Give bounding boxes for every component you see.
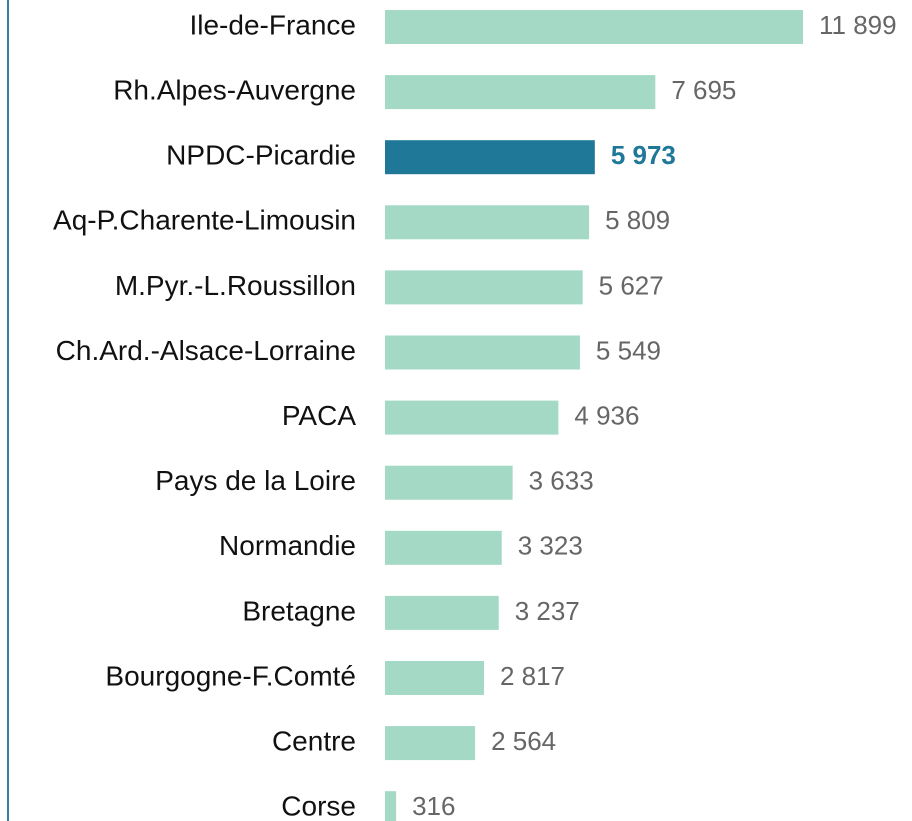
category-label: Bretagne [242,595,356,626]
bar [385,10,803,44]
value-label: 3 323 [518,531,583,561]
value-label: 5 627 [599,270,664,300]
bar [385,530,502,565]
category-label: Corse [281,791,356,821]
category-label: Pays de la Loire [155,465,356,496]
value-label: 3 633 [529,466,594,496]
bar [385,465,513,500]
category-label: NPDC-Picardie [166,140,356,171]
bar [385,205,590,240]
value-label: 5 549 [596,335,661,365]
bar [385,595,499,630]
value-label: 7 695 [671,75,736,105]
value-label: 316 [412,791,455,821]
value-label: 2 564 [491,726,556,756]
bar [385,140,595,175]
category-label: Bourgogne-F.Comté [105,660,356,691]
bar [385,270,583,305]
bar [385,791,397,821]
category-label: Ch.Ard.-Alsace-Lorraine [56,335,356,366]
value-label: 5 973 [611,140,676,170]
bar [385,661,484,695]
value-label: 3 237 [515,596,580,626]
category-label: Rh.Alpes-Auvergne [113,74,356,105]
bar [385,75,656,110]
bar [385,400,559,435]
value-label: 4 936 [574,400,639,430]
category-label: Aq-P.Charente-Limousin [53,205,356,236]
category-label: PACA [282,400,356,431]
bar [385,726,476,761]
value-label: 2 817 [500,661,565,691]
category-label: M.Pyr.-L.Roussillon [115,270,356,301]
category-label: Normandie [219,530,356,561]
bar [385,335,580,370]
value-label: 5 809 [605,205,670,235]
value-label: 11 899 [819,10,897,40]
category-label: Ile-de-France [189,9,356,40]
category-label: Centre [272,725,356,756]
